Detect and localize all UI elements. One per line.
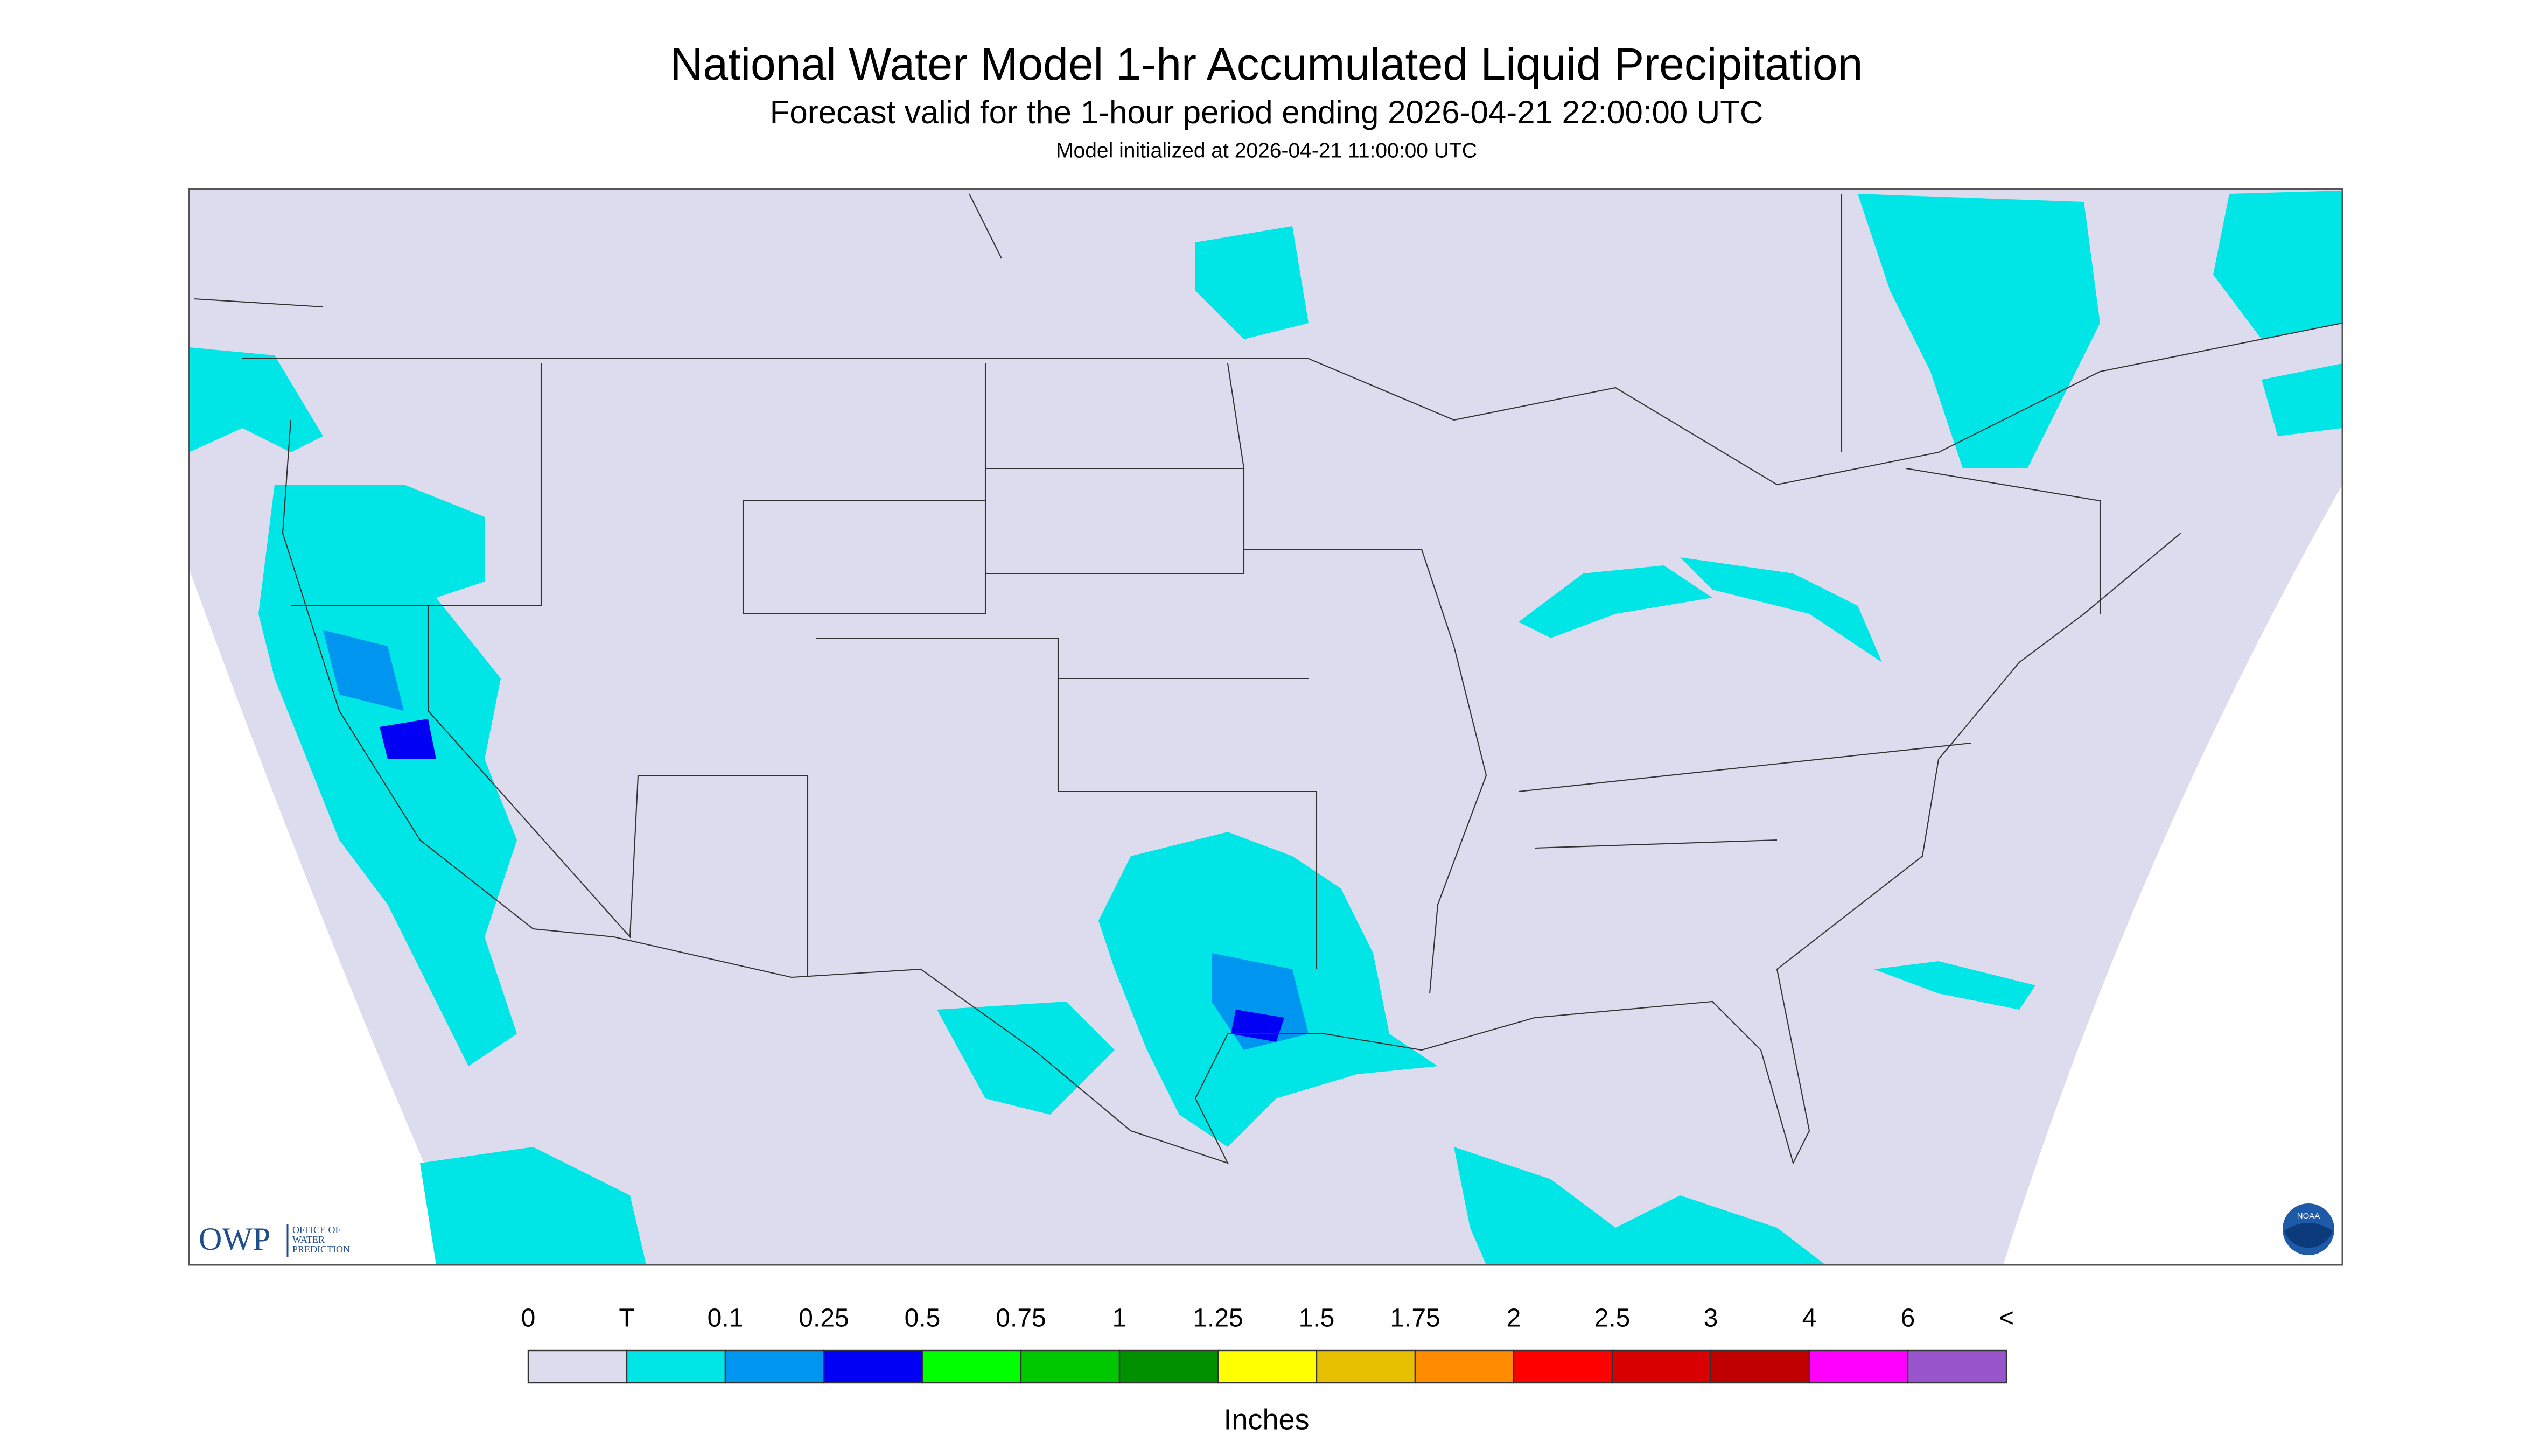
precip-area bbox=[937, 1002, 1115, 1115]
map-frame bbox=[188, 188, 2343, 1266]
precip-area bbox=[1874, 961, 2035, 1010]
legend-swatch bbox=[1710, 1349, 1810, 1384]
legend-label: 0.75 bbox=[996, 1304, 1046, 1333]
legend-swatch bbox=[1217, 1349, 1318, 1384]
legend-swatch bbox=[1020, 1349, 1121, 1384]
legend-label: 0.25 bbox=[799, 1304, 849, 1333]
precip-area bbox=[1680, 557, 1882, 663]
owp-logo-line: WATER bbox=[292, 1234, 325, 1245]
owp-logo-line: PREDICTION bbox=[292, 1244, 350, 1255]
noaa-wave bbox=[2284, 1223, 2333, 1248]
precip-area bbox=[323, 630, 404, 711]
legend-swatch bbox=[1808, 1349, 1909, 1384]
title: National Water Model 1-hr Accumulated Li… bbox=[670, 39, 1863, 89]
legend-swatch bbox=[527, 1349, 628, 1384]
legend-label: 2.5 bbox=[1594, 1304, 1631, 1333]
legend-label: 1.5 bbox=[1299, 1304, 1335, 1333]
owp-logo-line: OFFICE OF bbox=[292, 1224, 341, 1235]
legend-label: 0.1 bbox=[708, 1304, 744, 1333]
outside-projection bbox=[2003, 485, 2342, 1265]
precip-area bbox=[380, 719, 436, 760]
precip-area bbox=[1519, 565, 1712, 639]
legend-label: 1.25 bbox=[1193, 1304, 1243, 1333]
owp-logo-text: OWP bbox=[199, 1221, 270, 1257]
noaa-logo: NOAA bbox=[2283, 1203, 2334, 1256]
noaa-text: NOAA bbox=[2297, 1212, 2320, 1221]
legend-label: 0 bbox=[521, 1304, 536, 1333]
precip-area bbox=[2213, 191, 2342, 340]
legend-swatch bbox=[1513, 1349, 1613, 1384]
precip-area bbox=[189, 347, 323, 453]
legend-label: 4 bbox=[1802, 1304, 1817, 1333]
outside-projection bbox=[189, 569, 468, 1265]
precip-area bbox=[1195, 226, 1309, 340]
init-note: Model initialized at 2026-04-21 11:00:00… bbox=[1056, 139, 1477, 162]
legend-unit: Inches bbox=[1223, 1403, 1309, 1436]
precip-area bbox=[1858, 194, 2100, 469]
legend-swatch bbox=[921, 1349, 1022, 1384]
precip-area bbox=[1454, 1147, 1825, 1265]
map: OWP OFFICE OF WATER PREDICTION NOAA bbox=[188, 188, 2343, 1266]
borders bbox=[193, 193, 2343, 1165]
precipitation bbox=[189, 191, 2342, 1265]
legend-swatch bbox=[626, 1349, 726, 1384]
legend-label: 1.75 bbox=[1390, 1304, 1440, 1333]
legend-label: 1 bbox=[1112, 1304, 1127, 1333]
owp-logo: OWP OFFICE OF WATER PREDICTION bbox=[199, 1221, 350, 1257]
legend-label: 6 bbox=[1901, 1304, 1915, 1333]
legend-label: < bbox=[1999, 1304, 2014, 1333]
legend-swatch bbox=[1611, 1349, 1712, 1384]
legend-swatch bbox=[1118, 1349, 1219, 1384]
subtitle: Forecast valid for the 1-hour period end… bbox=[770, 94, 1763, 130]
precip-area bbox=[420, 1147, 646, 1265]
legend-label: 3 bbox=[1704, 1304, 1718, 1333]
legend: 0 T 0.1 0.25 0.5 0.75 1 1.25 1.5 1.75 2 2.5 3 4 6 < bbox=[521, 1304, 2014, 1384]
legend-label: 2 bbox=[1507, 1304, 1521, 1333]
legend-swatch bbox=[823, 1349, 923, 1384]
legend-label: 0.5 bbox=[905, 1304, 941, 1333]
legend-swatch bbox=[1907, 1349, 2007, 1384]
legend-swatch bbox=[724, 1349, 825, 1384]
precip-area bbox=[2262, 363, 2342, 437]
legend-swatch bbox=[1316, 1349, 1416, 1384]
legend-label: T bbox=[619, 1304, 634, 1333]
legend-swatch bbox=[1414, 1349, 1515, 1384]
